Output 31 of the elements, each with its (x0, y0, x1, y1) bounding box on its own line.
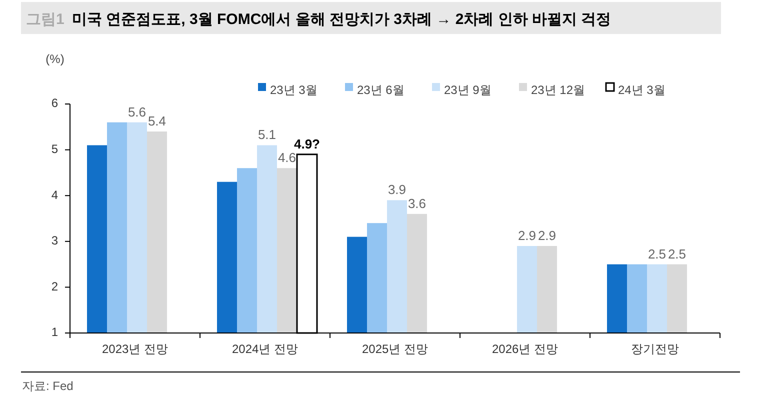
data-label: 2.9 (538, 228, 556, 243)
y-tick-label: 4 (51, 188, 58, 202)
x-tick-label: 2026년 전망 (492, 342, 558, 356)
data-label: 2.5 (648, 246, 666, 262)
y-tick-label: 2 (51, 279, 58, 294)
text: 자료: Fed (22, 379, 74, 393)
y-tick-label: 1 (51, 325, 58, 340)
x-tick-label: 2024년 전망 (232, 342, 298, 356)
data-label: 2.5 (668, 246, 686, 262)
legend-label: 23년 12월 (531, 83, 586, 98)
data-label: 5.6 (128, 104, 146, 120)
legend-label: 23년 6월 (357, 83, 404, 98)
legend-label: 23년 9월 (444, 83, 492, 98)
data-label: 3.9 (388, 182, 406, 198)
data-label: 2.9 (518, 228, 536, 243)
legend-label: 24년 3월 (618, 83, 666, 98)
data-label: 4.9? (294, 136, 320, 152)
data-label: 5.4 (148, 113, 166, 128)
legend-label: 23년 3월 (270, 83, 318, 98)
data-label: 4.6 (278, 150, 296, 166)
y-axis-title: (%) (46, 52, 64, 66)
y-tick-label: 3 (51, 234, 58, 248)
y-tick-label: 5 (51, 142, 58, 156)
x-tick-label: 2025년 전망 (362, 342, 428, 356)
data-label: 5.1 (258, 127, 276, 142)
x-tick-label: 장기전망 (631, 342, 679, 356)
data-label: 3.6 (408, 196, 426, 211)
y-tick-label: 6 (51, 96, 58, 110)
caption: 그림1 (26, 11, 64, 28)
chart-title: 미국 연준점도표, 3월 FOMC에서 올해 전망치가 3차례 → 2차례 인하 바뀔지 걱정 (72, 11, 612, 28)
x-tick-label: 2023년 전망 (102, 342, 168, 356)
